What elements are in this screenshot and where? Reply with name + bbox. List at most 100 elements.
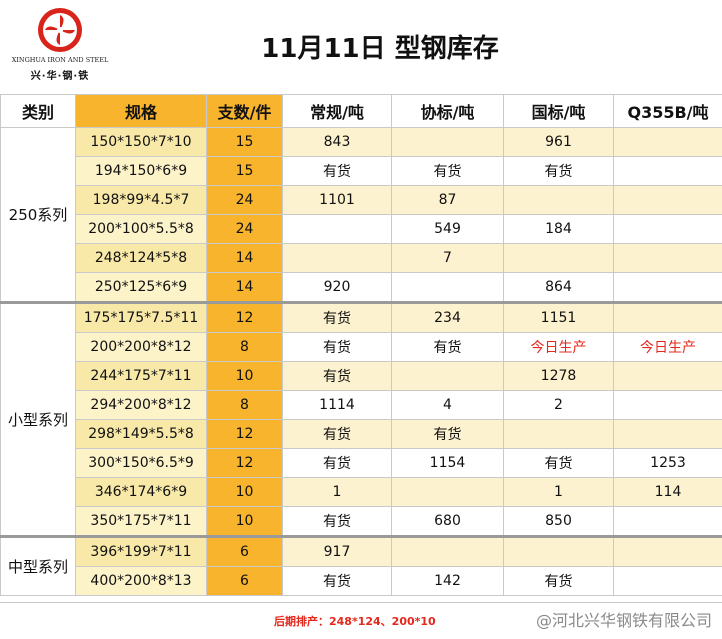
count-cell: 24 [207,215,283,244]
national-stock-cell: 1151 [504,303,614,333]
assoc-stock-cell: 142 [392,567,504,596]
count-cell: 12 [207,449,283,478]
q355b-stock-cell [614,303,722,333]
assoc-stock-cell: 有货 [392,157,504,186]
spec-cell: 198*99*4.5*7 [76,186,207,215]
q355b-stock-cell [614,244,722,273]
count-cell: 12 [207,420,283,449]
national-stock-cell: 1 [504,478,614,507]
normal-stock-cell: 有货 [283,420,392,449]
count-cell: 8 [207,391,283,420]
assoc-stock-cell: 4 [392,391,504,420]
assoc-stock-cell [392,362,504,391]
count-cell: 12 [207,303,283,333]
q355b-stock-cell: 1253 [614,449,722,478]
company-watermark: @河北兴华钢铁有限公司 [536,607,712,631]
spec-cell: 298*149*5.5*8 [76,420,207,449]
assoc-stock-cell [392,537,504,567]
xinghua-logo-icon [36,6,84,54]
spec-cell: 250*125*6*9 [76,273,207,303]
normal-stock-cell: 有货 [283,362,392,391]
q355b-stock-cell [614,215,722,244]
spec-cell: 350*175*7*11 [76,507,207,537]
national-stock-cell [504,537,614,567]
count-cell: 15 [207,128,283,157]
spec-cell: 175*175*7.5*11 [76,303,207,333]
count-cell: 14 [207,273,283,303]
logo-english-text: XINGHUA IRON AND STEEL [6,56,114,64]
spec-cell: 248*124*5*8 [76,244,207,273]
q355b-stock-cell [614,157,722,186]
spec-cell: 244*175*7*11 [76,362,207,391]
national-stock-cell: 有货 [504,567,614,596]
q355b-stock-cell [614,537,722,567]
spec-cell: 396*199*7*11 [76,537,207,567]
column-header-q355b: Q355B/吨 [614,95,722,128]
normal-stock-cell: 1 [283,478,392,507]
national-stock-cell: 有货 [504,157,614,186]
spec-cell: 200*200*8*12 [76,333,207,362]
assoc-stock-cell: 有货 [392,420,504,449]
normal-stock-cell: 有货 [283,507,392,537]
page-footer: 后期排产：248*124、200*10 @河北兴华钢铁有限公司 [0,602,722,639]
national-stock-cell: 184 [504,215,614,244]
column-header-count: 支数/件 [207,95,283,128]
production-schedule-note: 后期排产：248*124、200*10 [274,613,436,629]
q355b-stock-cell [614,507,722,537]
spec-cell: 194*150*6*9 [76,157,207,186]
count-cell: 24 [207,186,283,215]
spec-cell: 294*200*8*12 [76,391,207,420]
q355b-stock-cell [614,128,722,157]
assoc-stock-cell [392,273,504,303]
national-stock-cell [504,186,614,215]
normal-stock-cell: 有货 [283,449,392,478]
column-header-assoc: 协标/吨 [392,95,504,128]
table-header-row: 类别 规格 支数/件 常规/吨 协标/吨 国标/吨 Q355B/吨 [1,95,722,128]
national-stock-cell: 有货 [504,449,614,478]
q355b-stock-cell: 114 [614,478,722,507]
page-header: XINGHUA IRON AND STEEL 兴·华·钢·铁 11月11日 型钢… [0,0,722,92]
spec-cell: 400*200*8*13 [76,567,207,596]
q355b-stock-cell: 今日生产 [614,333,722,362]
national-stock-cell: 1278 [504,362,614,391]
column-header-normal: 常规/吨 [283,95,392,128]
normal-stock-cell: 有货 [283,157,392,186]
normal-stock-cell: 1101 [283,186,392,215]
assoc-stock-cell: 549 [392,215,504,244]
category-cell: 中型系列 [1,537,76,596]
assoc-stock-cell [392,478,504,507]
q355b-stock-cell [614,567,722,596]
count-cell: 10 [207,362,283,391]
normal-stock-cell [283,244,392,273]
column-header-national: 国标/吨 [504,95,614,128]
normal-stock-cell: 有货 [283,567,392,596]
q355b-stock-cell [614,420,722,449]
q355b-stock-cell [614,391,722,420]
count-cell: 8 [207,333,283,362]
q355b-stock-cell [614,186,722,215]
assoc-stock-cell: 有货 [392,333,504,362]
count-cell: 15 [207,157,283,186]
count-cell: 10 [207,507,283,537]
spec-cell: 200*100*5.5*8 [76,215,207,244]
spec-cell: 300*150*6.5*9 [76,449,207,478]
national-stock-cell: 2 [504,391,614,420]
category-cell: 小型系列 [1,303,76,537]
normal-stock-cell: 1114 [283,391,392,420]
assoc-stock-cell [392,128,504,157]
column-header-category: 类别 [1,95,76,128]
normal-stock-cell: 917 [283,537,392,567]
